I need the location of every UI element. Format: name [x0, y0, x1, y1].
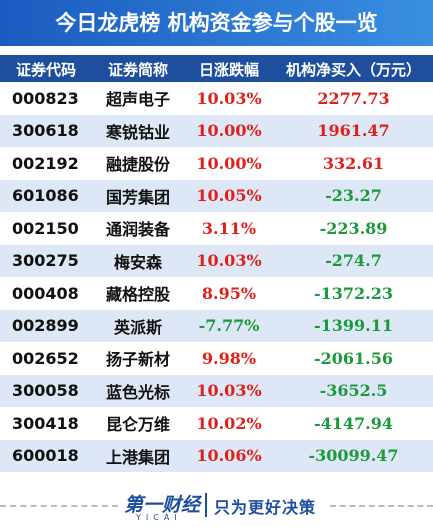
table-row: 601086 国芳集团 10.05% -23.27	[0, 179, 433, 212]
title: 今日龙虎榜 机构资金参与个股一览	[0, 0, 433, 46]
table-row: 002899 英派斯 -7.77% -1399.11	[0, 309, 433, 342]
name: 上港集团	[105, 447, 170, 467]
table-row: 002192 融捷股份 10.00% 332.61	[0, 147, 433, 180]
code: 600018	[12, 446, 79, 466]
name: 梅安森	[113, 252, 162, 272]
change: 10.03%	[196, 88, 262, 108]
slogan: 只为更好决策	[214, 498, 317, 517]
table-row: 000408 藏格控股 8.95% -1372.23	[0, 277, 433, 310]
change: 10.00%	[196, 153, 262, 173]
code: 300418	[12, 413, 79, 433]
table-row: 002652 扬子新材 9.98% -2061.56	[0, 342, 433, 375]
code: 601086	[12, 186, 79, 206]
name: 昆仑万维	[105, 415, 170, 435]
net-buy: -2061.56	[313, 348, 393, 368]
change: 3.11%	[201, 218, 257, 238]
name: 国芳集团	[105, 187, 170, 207]
code: 000408	[12, 283, 79, 303]
table-row: 000823 超声电子 10.03% 2277.73	[0, 82, 433, 115]
change: 10.02%	[196, 413, 262, 433]
table-row: 002150 通润装备 3.11% -223.89	[0, 212, 433, 245]
divider	[0, 505, 118, 507]
table-row: 300275 梅安森 10.03% -274.7	[0, 244, 433, 277]
code: 002899	[12, 316, 79, 336]
net-buy: -1372.23	[313, 283, 393, 303]
change: 10.05%	[196, 186, 262, 206]
change: 9.98%	[201, 348, 257, 368]
table-header: 证券代码 证券简称 日涨跌幅 机构净买入（万元）	[0, 55, 433, 83]
code: 002652	[12, 348, 79, 368]
name: 蓝色光标	[105, 382, 170, 402]
code: 300275	[12, 251, 79, 271]
change: 10.03%	[196, 251, 262, 271]
name: 通润装备	[105, 220, 170, 240]
column-header: 证券代码	[15, 60, 76, 79]
footer: 第一财经 YICAI 只为更好决策	[0, 488, 433, 524]
code: 300618	[12, 121, 79, 141]
column-header: 日涨跌幅	[198, 60, 259, 79]
name: 超声电子	[105, 90, 170, 110]
change: 10.03%	[196, 381, 262, 401]
change: 8.95%	[201, 283, 257, 303]
divider	[330, 505, 433, 507]
table-row: 600018 上港集团 10.06% -30099.47	[0, 439, 433, 472]
logo-sub: YICAI	[136, 513, 182, 522]
code: 300058	[12, 381, 79, 401]
net-buy: -3652.5	[319, 381, 388, 401]
change: 10.00%	[196, 121, 262, 141]
table-row: 300058 蓝色光标 10.03% -3652.5	[0, 374, 433, 407]
column-header: 证券简称	[107, 60, 168, 79]
net-buy: -1399.11	[313, 316, 393, 336]
name: 扬子新材	[105, 350, 170, 370]
net-buy: 1961.47	[317, 121, 390, 141]
net-buy: -223.89	[319, 218, 388, 238]
net-buy: 2277.73	[317, 88, 390, 108]
separator	[205, 493, 207, 517]
net-buy: -4147.94	[313, 413, 393, 433]
net-buy: -30099.47	[308, 446, 399, 466]
name: 融捷股份	[105, 155, 170, 175]
net-buy: 332.61	[322, 153, 385, 173]
net-buy: -274.7	[325, 251, 382, 271]
table-row: 300418 昆仑万维 10.02% -4147.94	[0, 407, 433, 440]
logo: 第一财经	[124, 494, 201, 516]
name: 寒锐钴业	[105, 122, 170, 142]
change: 10.06%	[196, 446, 262, 466]
table-row: 300618 寒锐钴业 10.00% 1961.47	[0, 114, 433, 147]
name: 英派斯	[113, 317, 162, 337]
code: 002192	[12, 153, 79, 173]
code: 000823	[12, 88, 79, 108]
name: 藏格控股	[105, 285, 170, 305]
code: 002150	[12, 218, 79, 238]
column-header: 机构净买入（万元）	[285, 60, 421, 79]
change: -7.77%	[198, 316, 260, 336]
net-buy: -23.27	[325, 186, 382, 206]
